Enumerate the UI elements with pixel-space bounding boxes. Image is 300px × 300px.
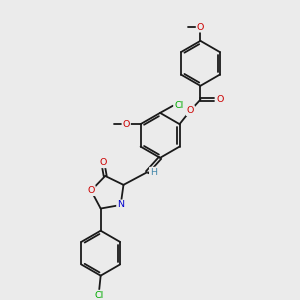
Text: Cl: Cl — [174, 101, 183, 110]
Text: H: H — [150, 168, 157, 177]
Text: O: O — [187, 106, 194, 115]
Text: O: O — [99, 158, 106, 167]
Text: O: O — [197, 22, 204, 32]
Text: O: O — [87, 186, 95, 195]
Text: N: N — [117, 200, 124, 209]
Text: Cl: Cl — [94, 291, 104, 300]
Text: O: O — [122, 120, 130, 129]
Text: O: O — [216, 95, 224, 104]
